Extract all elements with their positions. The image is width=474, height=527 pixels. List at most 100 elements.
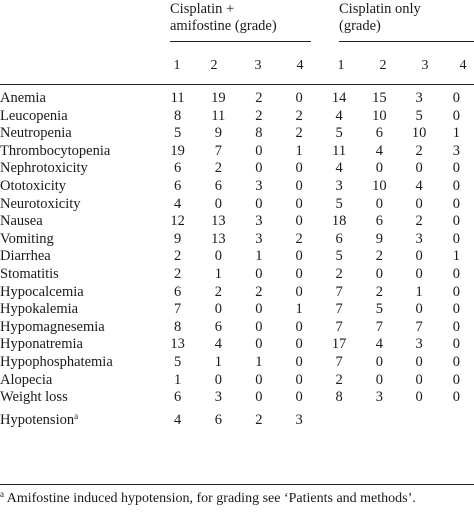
- table-cell: 0: [415, 265, 423, 282]
- table-cell: 0: [295, 265, 303, 282]
- footnote-text: Amifostine induced hypotension, for grad…: [4, 491, 416, 506]
- table-cell: 3: [295, 412, 303, 429]
- table-cell: 1: [452, 125, 461, 142]
- table-cell: 5: [335, 248, 343, 265]
- table-row: Alopecia 1 0 0 0 2 0 0 0: [0, 372, 474, 390]
- group-rule-cisplatin-only: [339, 41, 474, 42]
- row-label: Hypomagnesemia: [0, 318, 105, 335]
- table-cell: 0: [452, 265, 461, 282]
- row-label: Anemia: [0, 90, 46, 106]
- table-cell: 0: [214, 371, 222, 388]
- table-cell: 0: [452, 160, 461, 177]
- table-cell: 0: [452, 177, 461, 194]
- table-cell: [399, 407, 438, 432]
- table-cell: 4: [173, 412, 182, 429]
- grade-header: 3: [254, 58, 262, 73]
- table-cell: 2: [295, 107, 303, 124]
- footer-rule: [0, 484, 474, 485]
- table-cell: 10: [372, 177, 387, 194]
- table-row: Anemia 11 19 2 0 14 15 3 0: [0, 90, 474, 108]
- table-cell: 13: [211, 230, 226, 247]
- table-cell: 0: [415, 301, 423, 318]
- table-cell: 0: [295, 213, 303, 230]
- table-cell: 5: [335, 125, 343, 142]
- table-cell: 5: [415, 107, 423, 124]
- table-cell: 12: [170, 213, 185, 230]
- toxicity-table: Anemia 11 19 2 0 14 15 3 0 Leucopenia 8 11 2 2 4 10 5 0 Ne…: [0, 90, 474, 432]
- table-cell: 7: [173, 301, 182, 318]
- table-cell: 0: [375, 371, 383, 388]
- table-cell: 2: [375, 248, 383, 265]
- row-label: Ototoxicity: [0, 177, 67, 194]
- table-cell: 10: [411, 125, 427, 142]
- row-label: Hypocalcemia: [0, 283, 84, 300]
- table-cell: 0: [375, 195, 383, 212]
- table-cell: 3: [214, 389, 222, 406]
- table-cell: 0: [295, 90, 303, 106]
- grade-header: 3: [421, 58, 429, 73]
- table-cell: 0: [255, 371, 263, 388]
- table-cell: 2: [415, 213, 423, 230]
- table-cell: 6: [214, 318, 222, 335]
- table-cell: 0: [214, 301, 222, 318]
- footnote: a Amifostine induced hypotension, for gr…: [0, 489, 474, 508]
- row-label: Leucopenia: [0, 107, 68, 124]
- table-cell: 7: [214, 142, 222, 159]
- table-row: Hyponatremia 13 4 0 0 17 4 3 0: [0, 336, 474, 354]
- group-header-cisplatin-only-line1: Cisplatin only: [339, 1, 421, 17]
- table-cell: 1: [255, 248, 263, 265]
- row-label: Hypokalemia: [0, 301, 79, 318]
- table-cell: 2: [335, 265, 343, 282]
- table-cell: 0: [255, 195, 263, 212]
- table-cell: 0: [452, 318, 461, 335]
- table-cell: 3: [415, 230, 423, 247]
- table-row: Weight loss 6 3 0 0 8 3 0 0: [0, 389, 474, 407]
- table-cell: [439, 407, 474, 432]
- table-cell: 7: [415, 318, 423, 335]
- table-cell: 5: [173, 125, 182, 142]
- table-cell: 15: [372, 90, 387, 106]
- table-cell: 0: [452, 336, 461, 353]
- table-cell: 6: [214, 412, 222, 429]
- row-label: Thrombocytopenia: [0, 142, 111, 159]
- row-label: Nausea: [0, 213, 43, 230]
- table-cell: 8: [173, 107, 182, 124]
- table-cell: 3: [335, 177, 343, 194]
- table-row: Thrombocytopenia 19 7 0 1 11 4 2 3: [0, 143, 474, 161]
- table-cell: 2: [255, 107, 263, 124]
- table-cell: 2: [173, 248, 182, 265]
- row-label: Hypophosphatemia: [0, 353, 113, 370]
- row-label: Hyponatremia: [0, 336, 83, 353]
- table-cell: 0: [214, 248, 222, 265]
- table-cell: 11: [332, 142, 347, 159]
- table-cell: 0: [452, 195, 461, 212]
- row-label: Nephrotoxicity: [0, 160, 88, 177]
- table-cell: 0: [452, 301, 461, 318]
- table-cell: 6: [173, 177, 182, 194]
- table-cell: 9: [173, 230, 182, 247]
- table-cell: 0: [295, 248, 303, 265]
- table-cell: 0: [452, 389, 461, 406]
- table-cell: 3: [415, 90, 423, 106]
- table-cell: 7: [375, 318, 383, 335]
- table-row: Diarrhea 2 0 1 0 5 2 0 1: [0, 248, 474, 266]
- table-cell: 6: [375, 213, 383, 230]
- table-cell: 0: [255, 142, 263, 159]
- table-cell: 2: [255, 412, 263, 429]
- table-cell: 0: [375, 160, 383, 177]
- table-cell: 1: [295, 142, 303, 159]
- table-cell: 4: [335, 160, 343, 177]
- table-cell: 1: [415, 283, 423, 300]
- row-label: Vomiting: [0, 230, 54, 247]
- table-cell: 7: [335, 318, 343, 335]
- table-row: Hypophosphatemia 5 1 1 0 7 0 0 0: [0, 354, 474, 372]
- table-cell: 0: [415, 389, 423, 406]
- table-cell: 2: [214, 160, 222, 177]
- table-cell: 4: [214, 336, 222, 353]
- table-cell: 6: [173, 283, 182, 300]
- grade-header: 2: [210, 58, 218, 73]
- table-cell: 11: [170, 90, 185, 106]
- table-cell: 0: [415, 160, 423, 177]
- table-cell: 3: [452, 142, 461, 159]
